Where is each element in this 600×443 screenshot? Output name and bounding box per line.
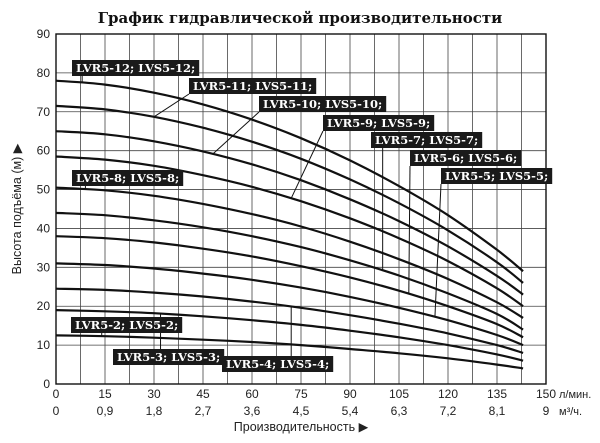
curve-label-text: LVR5-11; LVS5-11; (193, 79, 312, 93)
curve-label-background (371, 132, 483, 148)
curve-label: LVR5-12; LVS5-12; (72, 60, 200, 76)
y-axis-label: Высота подъёма (м) ▶ (10, 143, 24, 274)
curve-label: LVR5-6; LVS5-6; (410, 150, 522, 166)
label-leader-line (290, 130, 324, 199)
series-line-8 (55, 186, 524, 319)
x-tick-label: 150 (536, 387, 556, 401)
curve-label-text: LVR5-9; LVS5-9; (327, 116, 430, 130)
curve-label: LVR5-3; LVS5-3; (113, 349, 225, 365)
x-unit-secondary: м³/ч. (559, 406, 582, 418)
label-leader-line (434, 183, 442, 317)
series-line-5 (55, 262, 524, 347)
series-line-11 (55, 104, 524, 284)
curve-label: LVR5-9; LVS5-9; (323, 115, 435, 131)
x-tick-label-secondary: 7,2 (440, 404, 457, 418)
x-tick-label-secondary: 1,8 (146, 404, 163, 418)
curve-label-text: LVR5-6; LVS5-6; (414, 151, 517, 165)
curve-labels: LVR5-2; LVS5-2; LVR5-3; LVS5-3; LVR5-4; LV… (71, 60, 553, 372)
series-line-7 (55, 211, 524, 331)
curve-label: LVR5-11; LVS5-11; (189, 78, 317, 94)
y-tick-label: 10 (37, 338, 51, 352)
curve-label-background (441, 168, 553, 184)
label-leader-line (212, 111, 260, 155)
chart-title: График гидравлической производительности (98, 9, 503, 27)
x-axis-label: Производительность ▶ (234, 420, 369, 434)
x-tick-label: 120 (438, 387, 458, 401)
curve-label-text: LVR5-10; LVS5-10; (263, 97, 382, 111)
x-unit-primary: л/мин. (559, 389, 591, 401)
x-tick-label-secondary: 6,3 (391, 404, 408, 418)
x-tick-label-secondary: 0,9 (97, 404, 114, 418)
curve-label-background (72, 60, 200, 76)
curve-label-text: LVR5-2; LVS5-2; (75, 318, 178, 332)
y-tick-label: 90 (37, 27, 51, 41)
curve-label-background (323, 115, 435, 131)
curve-label-background (189, 78, 317, 94)
y-tick-label: 80 (37, 66, 51, 80)
y-tick-label: 0 (43, 377, 50, 391)
x-tick-label: 15 (98, 387, 112, 401)
series-line-4 (55, 287, 524, 354)
curve-label: LVR5-2; LVS5-2; (71, 317, 183, 333)
curve-label-background (71, 317, 183, 333)
curve-label-background (113, 349, 225, 365)
performance-curves (55, 79, 524, 370)
curve-label-text: LVR5-3; LVS5-3; (117, 350, 220, 364)
x-tick-label: 60 (245, 387, 259, 401)
x-tick-label-secondary: 8,1 (489, 404, 506, 418)
y-tick-label: 50 (37, 183, 51, 197)
series-line-3 (55, 309, 524, 362)
x-tick-label: 30 (147, 387, 161, 401)
curve-label-text: LVR5-7; LVS5-7; (375, 133, 478, 147)
x-tick-label: 0 (53, 387, 60, 401)
x-tick-label: 90 (343, 387, 357, 401)
x-tick-label-secondary: 2,7 (195, 404, 212, 418)
series-line-10 (55, 130, 524, 296)
plot-frame (55, 33, 547, 385)
x-tick-label-secondary: 5,4 (342, 404, 359, 418)
x-tick-label-secondary: 4,5 (293, 404, 310, 418)
label-leader-line (408, 165, 411, 294)
x-tick-label: 135 (487, 387, 507, 401)
curve-label-text: LVR5-4; LVS5-4; (226, 357, 329, 371)
series-line-6 (55, 235, 524, 339)
curve-label-background (72, 170, 184, 186)
x-tick-label-secondary: 3,6 (244, 404, 261, 418)
y-tick-label: 30 (37, 260, 51, 274)
series-line-12 (55, 79, 524, 273)
x-tick-label-secondary: 9 (543, 404, 550, 418)
label-leader-line (153, 93, 190, 118)
curve-label: LVR5-7; LVS5-7; (371, 132, 483, 148)
curve-label-text: LVR5-5; LVS5-5; (445, 169, 548, 183)
x-tick-label: 75 (294, 387, 308, 401)
y-tick-label: 20 (37, 299, 51, 313)
series-line-2 (55, 334, 524, 370)
curve-label: LVR5-10; LVS5-10; (259, 96, 387, 112)
x-tick-label: 45 (196, 387, 210, 401)
curve-label: LVR5-8; LVS5-8; (72, 170, 184, 186)
y-tick-label: 40 (37, 221, 51, 235)
curve-label: LVR5-4; LVS5-4; (222, 356, 334, 372)
curve-label: LVR5-5; LVS5-5; (441, 168, 553, 184)
y-tick-label: 70 (37, 105, 51, 119)
x-tick-label: 105 (389, 387, 409, 401)
curve-label-background (259, 96, 387, 112)
curve-label-background (222, 356, 334, 372)
series-line-9 (55, 155, 524, 308)
curve-label-text: LVR5-8; LVS5-8; (76, 171, 179, 185)
y-tick-label: 60 (37, 144, 51, 158)
curve-label-background (410, 150, 522, 166)
x-tick-label-secondary: 0 (53, 404, 60, 418)
curve-label-text: LVR5-12; LVS5-12; (76, 61, 195, 75)
